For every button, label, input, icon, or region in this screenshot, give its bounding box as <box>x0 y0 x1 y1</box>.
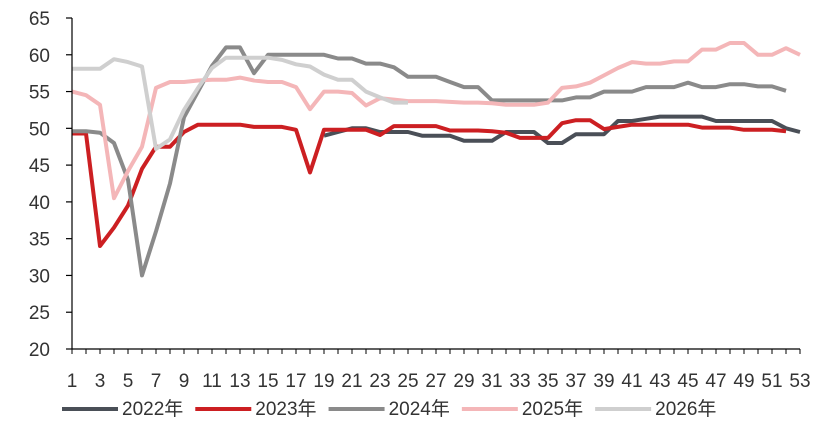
x-tick-label: 7 <box>151 371 162 392</box>
series-line-2023 <box>72 118 787 248</box>
legend: 2022年 2023年 2024年 2025年 2026年 <box>62 398 716 420</box>
x-tick-label: 21 <box>341 371 362 392</box>
x-tick-label: 45 <box>677 371 698 392</box>
legend-label-2026: 2026年 <box>655 398 716 420</box>
y-tick-label: 35 <box>29 230 50 251</box>
x-tick-label: 47 <box>705 371 726 392</box>
series-line-2025 <box>71 41 801 201</box>
y-tick-label: 50 <box>29 119 50 140</box>
x-tick-label: 17 <box>285 371 306 392</box>
x-tick-label: 3 <box>95 371 106 392</box>
y-tick-label: 30 <box>29 266 50 287</box>
y-tick-label: 40 <box>29 193 50 214</box>
y-tick-label: 25 <box>29 303 50 324</box>
series-line-2024 <box>72 45 787 278</box>
y-tick-label: 45 <box>29 156 50 177</box>
legend-label-2022: 2022年 <box>122 398 183 420</box>
x-tick-label: 33 <box>509 371 530 392</box>
x-tick-label: 37 <box>565 371 586 392</box>
x-tick-labels: 1 3 5 7 9 11 13 15 17 19 21 23 25 27 29 31 33 35 37 39 41 43 4… <box>67 349 811 392</box>
x-tick-label: 19 <box>313 371 334 392</box>
series-line-2026 <box>72 55 408 151</box>
x-tick-label: 13 <box>229 371 250 392</box>
x-tick-label: 25 <box>397 371 418 392</box>
x-tick-label: 15 <box>257 371 278 392</box>
series-lines <box>71 41 801 278</box>
series-line-2022 <box>323 114 801 145</box>
x-tick-label: 41 <box>621 371 642 392</box>
x-tick-label: 11 <box>202 371 222 392</box>
y-tick-labels: 20 25 30 35 40 45 50 55 60 65 <box>29 9 72 361</box>
y-tick-label: 65 <box>29 9 50 30</box>
x-tick-label: 53 <box>789 371 810 392</box>
x-tick-label: 23 <box>369 371 390 392</box>
x-tick-label: 51 <box>761 371 782 392</box>
y-tick-label: 20 <box>29 340 50 361</box>
legend-label-2023: 2023年 <box>255 398 316 420</box>
x-tick-label: 29 <box>453 371 474 392</box>
x-tick-label: 35 <box>537 371 558 392</box>
legend-label-2024: 2024年 <box>389 398 450 420</box>
x-tick-label: 9 <box>179 371 190 392</box>
y-tick-label: 55 <box>29 83 50 104</box>
x-tick-label: 27 <box>425 371 446 392</box>
x-tick-label: 39 <box>593 371 614 392</box>
y-tick-label: 60 <box>29 46 50 67</box>
x-tick-label: 49 <box>733 371 754 392</box>
x-tick-label: 31 <box>481 371 502 392</box>
legend-label-2025: 2025年 <box>522 398 583 420</box>
axes <box>71 18 800 350</box>
x-tick-label: 43 <box>649 371 670 392</box>
x-tick-label: 1 <box>67 371 78 392</box>
x-tick-label: 5 <box>123 371 134 392</box>
